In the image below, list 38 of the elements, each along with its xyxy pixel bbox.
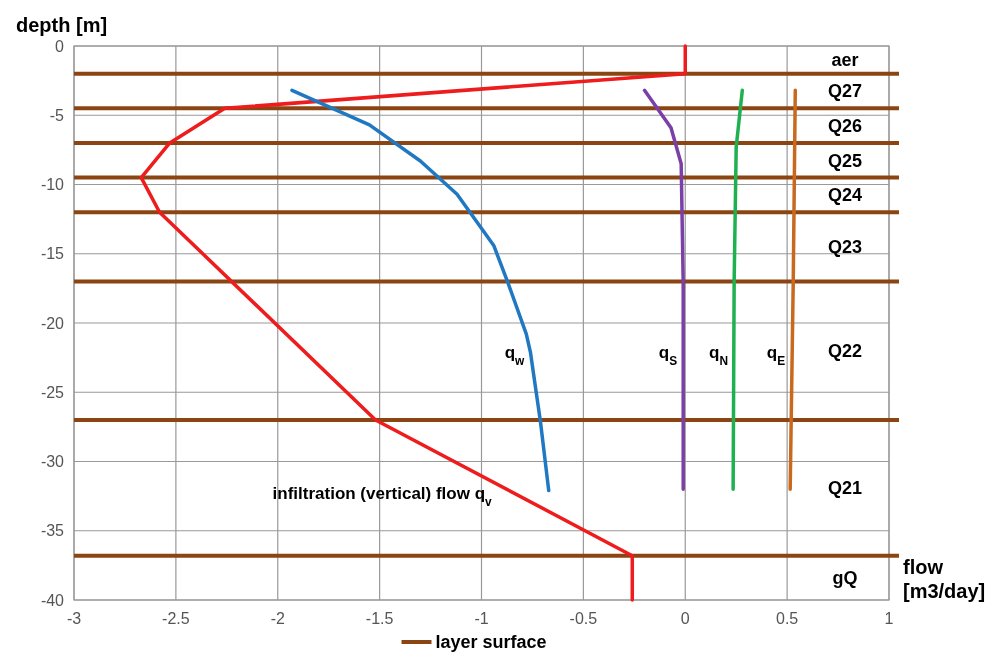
line-series bbox=[731, 88, 745, 491]
annotation: Q21 bbox=[827, 478, 863, 499]
annotation: Q23 bbox=[827, 237, 863, 258]
annotation: Q24 bbox=[827, 185, 863, 206]
series-label: q$_{E}$ bbox=[766, 342, 786, 368]
y-tick-label: -25 bbox=[40, 383, 65, 401]
y-tick-label: -10 bbox=[40, 176, 65, 194]
annotation: Q27 bbox=[827, 81, 863, 102]
x-tick-label: -1 bbox=[474, 610, 489, 627]
annotation: gQ bbox=[832, 568, 858, 589]
y-tick-label: -30 bbox=[40, 453, 65, 471]
annotation: aer bbox=[831, 50, 859, 71]
y-tick-label: -15 bbox=[40, 245, 65, 263]
y-tick-label: -35 bbox=[40, 522, 65, 540]
series-label: infiltration (vertical) flow q$_{v}$ bbox=[272, 483, 493, 509]
x-tick-label: -0.5 bbox=[569, 610, 598, 627]
y-tick-label: -5 bbox=[49, 106, 65, 124]
y-tick-label: 0 bbox=[55, 37, 65, 55]
annotation: Q22 bbox=[827, 341, 863, 361]
annotation: Q26 bbox=[827, 115, 863, 136]
x-tick-label: -1.5 bbox=[365, 610, 394, 627]
x-tick-label: 1 bbox=[884, 610, 894, 627]
y-tick-label: -20 bbox=[40, 314, 65, 332]
line-series bbox=[139, 44, 687, 602]
series-label: q$_{S}$ bbox=[658, 342, 678, 368]
series-label: q$_{N}$ bbox=[709, 342, 729, 368]
x-axis-title: flow [m3/day] bbox=[903, 556, 986, 602]
line-series bbox=[642, 88, 685, 491]
legend-label: layer surface bbox=[435, 632, 547, 652]
y-axis-title: depth [m] bbox=[16, 14, 108, 36]
x-tick-label: -2 bbox=[270, 610, 285, 627]
y-tick-label: -40 bbox=[40, 591, 65, 609]
x-tick-label: -3 bbox=[66, 610, 82, 627]
x-tick-label: -2.5 bbox=[162, 610, 190, 627]
x-tick-label: 0 bbox=[680, 610, 690, 627]
annotation: Q25 bbox=[827, 150, 863, 171]
x-tick-label: 0.5 bbox=[776, 610, 799, 627]
series-label: q$_{w}$ bbox=[504, 342, 526, 368]
